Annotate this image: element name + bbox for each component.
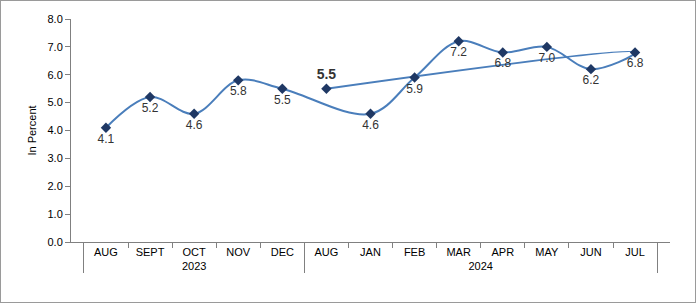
svg-text:AUG: AUG bbox=[314, 246, 338, 258]
svg-text:4.1: 4.1 bbox=[98, 132, 115, 146]
svg-text:2024: 2024 bbox=[468, 260, 492, 272]
svg-text:2023: 2023 bbox=[182, 260, 206, 272]
svg-text:DEC: DEC bbox=[271, 246, 294, 258]
svg-text:MAR: MAR bbox=[446, 246, 471, 258]
svg-text:6.8: 6.8 bbox=[494, 56, 511, 70]
svg-text:4.6: 4.6 bbox=[362, 118, 379, 132]
svg-text:3.0: 3.0 bbox=[48, 152, 63, 164]
svg-text:JUN: JUN bbox=[580, 246, 601, 258]
svg-text:In Percent: In Percent bbox=[26, 105, 38, 155]
svg-text:7.0: 7.0 bbox=[48, 41, 63, 53]
svg-text:MAY: MAY bbox=[535, 246, 559, 258]
svg-text:SEPT: SEPT bbox=[136, 246, 165, 258]
svg-text:6.8: 6.8 bbox=[627, 56, 644, 70]
svg-text:6.0: 6.0 bbox=[48, 69, 63, 81]
svg-text:APR: APR bbox=[491, 246, 514, 258]
svg-text:7.0: 7.0 bbox=[539, 51, 556, 65]
svg-text:4.0: 4.0 bbox=[48, 124, 63, 136]
svg-text:OCT: OCT bbox=[183, 246, 207, 258]
svg-text:5.5: 5.5 bbox=[274, 93, 291, 107]
svg-text:6.2: 6.2 bbox=[583, 73, 600, 87]
svg-text:5.2: 5.2 bbox=[142, 101, 159, 115]
svg-text:1.0: 1.0 bbox=[48, 208, 63, 220]
svg-text:5.5: 5.5 bbox=[317, 66, 337, 82]
svg-text:2.0: 2.0 bbox=[48, 180, 63, 192]
svg-text:5.9: 5.9 bbox=[406, 82, 423, 96]
svg-text:4.6: 4.6 bbox=[186, 118, 203, 132]
svg-text:NOV: NOV bbox=[226, 246, 251, 258]
svg-text:JAN: JAN bbox=[360, 246, 381, 258]
svg-text:0.0: 0.0 bbox=[48, 236, 63, 248]
svg-text:5.0: 5.0 bbox=[48, 96, 63, 108]
svg-text:FEB: FEB bbox=[404, 246, 425, 258]
svg-text:AUG: AUG bbox=[94, 246, 118, 258]
svg-text:8.0: 8.0 bbox=[48, 13, 63, 25]
svg-text:JUL: JUL bbox=[625, 246, 645, 258]
svg-text:5.8: 5.8 bbox=[230, 84, 247, 98]
svg-text:7.2: 7.2 bbox=[450, 45, 467, 59]
